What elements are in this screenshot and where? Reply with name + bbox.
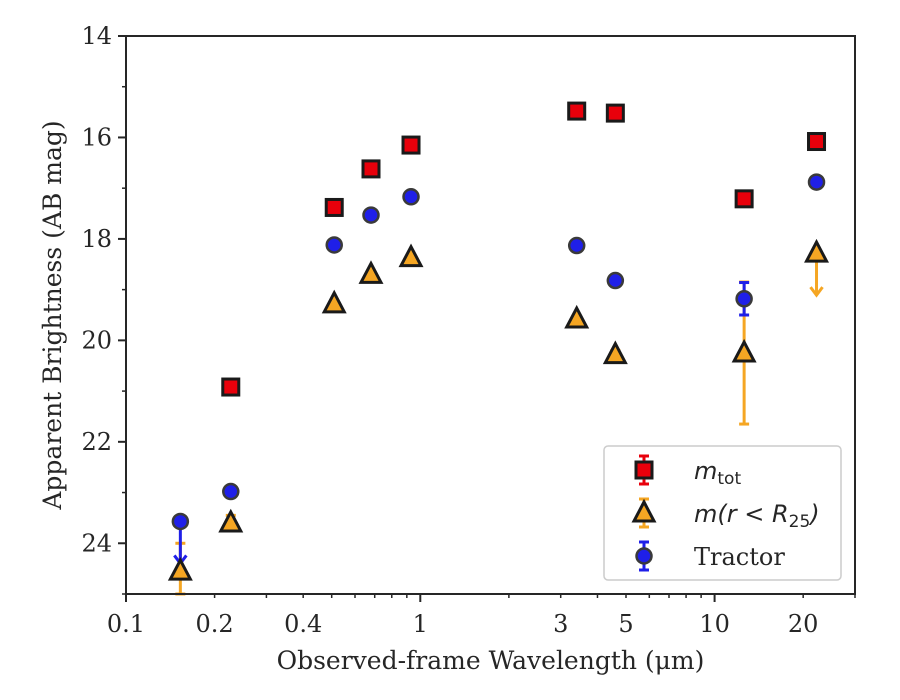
series-2-point-3 <box>362 206 380 224</box>
legend-0-label: mtot <box>694 457 741 489</box>
y-tick-label: 20 <box>81 326 112 354</box>
axes: 14 16 18 20 22 24 0.1 0.2 0.4 1 3 5 10 20 Observed-fra… <box>38 22 856 675</box>
axes-frame <box>125 35 856 595</box>
series-0-point-4 <box>567 101 587 121</box>
x-tick-label: 3 <box>553 610 568 638</box>
x-tick-label: 10 <box>699 610 730 638</box>
series-2-point-1 <box>222 482 240 501</box>
series-2-point-6 <box>606 271 625 290</box>
x-tick-label: 0.1 <box>107 610 145 638</box>
plot-area <box>167 101 830 596</box>
series-2-point-5 <box>567 236 586 255</box>
x-tick-label: 1 <box>413 610 428 638</box>
series-1-point-8-limit-arrow-head <box>809 286 824 298</box>
x-tick-label: 5 <box>618 610 633 638</box>
series-1-point-5 <box>564 304 590 329</box>
y-tick-label: 18 <box>81 225 112 253</box>
legend: mtot m(r < R25) Tractor <box>603 445 842 581</box>
series-2-point-4 <box>402 188 420 206</box>
series-1-point-7 <box>731 338 757 363</box>
x-tick-label: 0.4 <box>284 610 322 638</box>
legend-1-label: m(r < R25) <box>694 500 820 532</box>
legend-frame <box>603 445 842 581</box>
y-tick-label: 16 <box>81 123 112 151</box>
series-1-point-1 <box>218 508 244 533</box>
legend-1-marker <box>631 498 657 523</box>
x-tick-label: 0.2 <box>196 610 234 638</box>
series-1-point-4 <box>398 243 424 268</box>
series-0-point-0 <box>221 377 241 397</box>
series-0-point-5 <box>605 103 625 123</box>
x-tick-label: 20 <box>788 610 819 638</box>
series-0-point-6 <box>734 189 754 209</box>
series-1-point-3 <box>358 260 384 284</box>
series-2-point-2 <box>325 236 343 254</box>
series-0-point-7 <box>807 132 827 152</box>
series-1-point-0 <box>167 556 193 581</box>
series-2-point-8 <box>807 173 826 191</box>
legend-0-marker <box>634 460 654 480</box>
series-2-point-0 <box>171 512 190 531</box>
y-tick-label: 22 <box>81 428 112 456</box>
y-tick-label: 14 <box>81 22 112 50</box>
series-0-point-1 <box>324 197 344 217</box>
legend-2-label: Tractor <box>694 543 785 571</box>
series-0-point-3 <box>401 135 421 155</box>
series-0-point-2 <box>361 159 381 179</box>
y-axis-label: Apparent Brightness (AB mag) <box>38 120 67 510</box>
legend-2-marker <box>635 547 653 565</box>
series-1-point-6 <box>602 340 628 365</box>
series-1-point-2 <box>321 289 347 314</box>
y-tick-label: 24 <box>81 529 112 557</box>
x-axis-label: Observed-frame Wavelength (μm) <box>277 646 705 675</box>
series-1-point-8 <box>804 238 830 263</box>
series-2-point-7 <box>735 290 753 308</box>
